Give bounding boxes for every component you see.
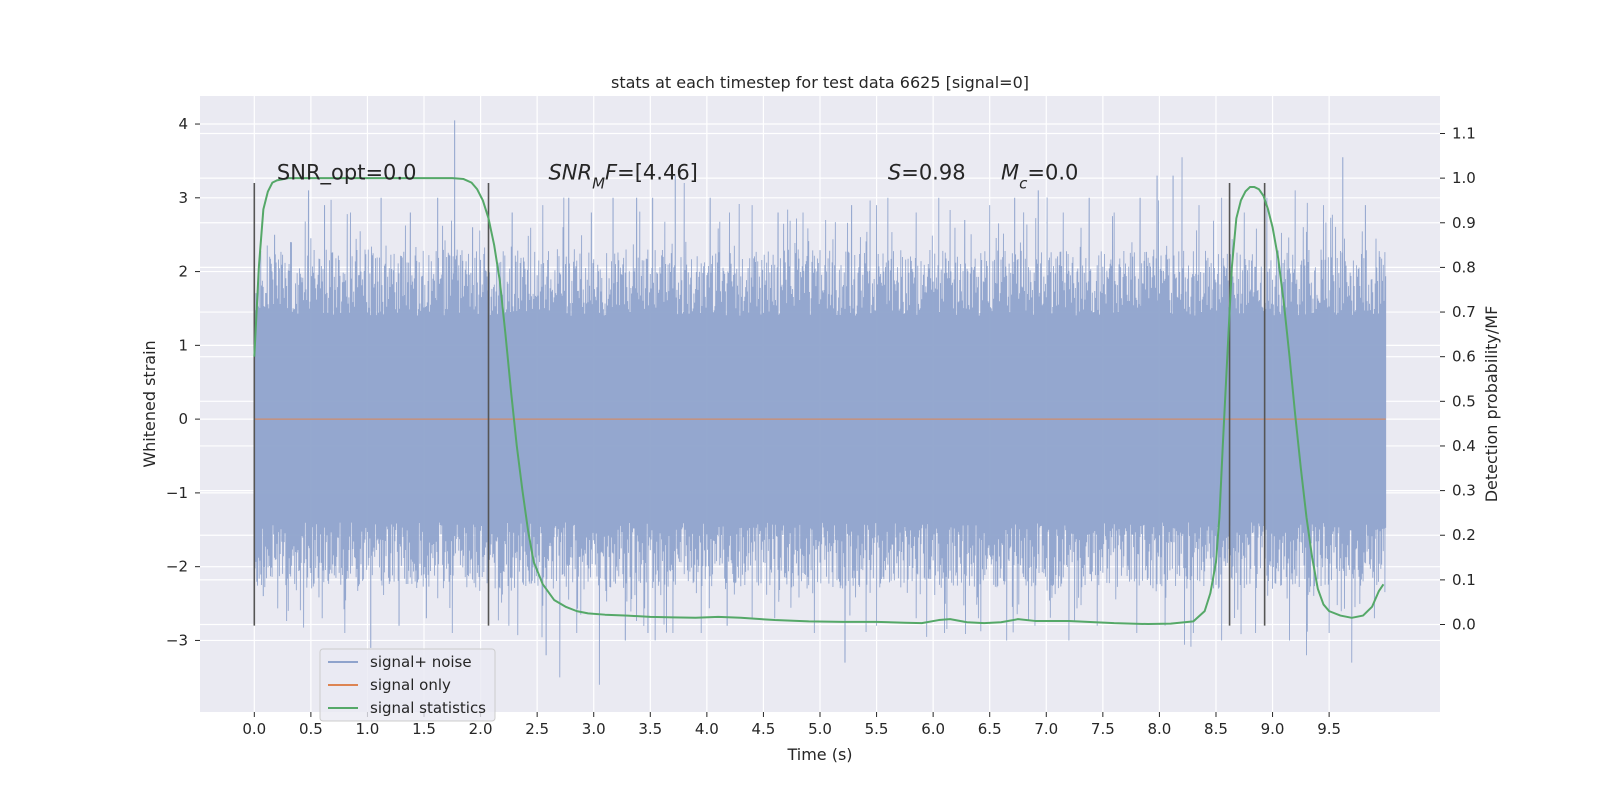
y-tick-label-5: 2 bbox=[178, 263, 188, 281]
x-tick-label-11: 5.5 bbox=[865, 720, 889, 738]
x-tick-label-10: 5.0 bbox=[808, 720, 832, 738]
x-axis-ticks: 0.0 0.5 1.0 1.5 2.0 2.5 3.0 3.5 4.0 4.5 5.0 5.5 6.0 6… bbox=[242, 712, 1341, 738]
y-tick-label-4: 1 bbox=[178, 336, 188, 354]
annotations: SNR_opt=0.0 SNRMF=[4.46] S=0.98 Mc=0.0 bbox=[277, 160, 1078, 192]
x-tick-label-5: 2.5 bbox=[525, 720, 549, 738]
y-tick-label-2: −1 bbox=[166, 484, 188, 502]
y2-tick-label-9: 0.9 bbox=[1452, 214, 1476, 232]
y-axis-label: Whitened strain bbox=[140, 340, 159, 467]
y2-tick-label-1: 0.1 bbox=[1452, 571, 1476, 589]
y-axis-ticks: −3 −2 −1 0 1 2 3 4 bbox=[166, 115, 200, 649]
y2-tick-label-7: 0.7 bbox=[1452, 303, 1476, 321]
legend: signal+ noise signal only signal statist… bbox=[319, 648, 496, 722]
chart-title: stats at each timestep for test data 662… bbox=[611, 73, 1029, 92]
y2-tick-label-6: 0.6 bbox=[1452, 348, 1476, 366]
x-tick-label-17: 8.5 bbox=[1204, 720, 1228, 738]
y2-tick-label-5: 0.5 bbox=[1452, 392, 1476, 410]
legend-box bbox=[319, 648, 496, 722]
legend-label-signal-statistics: signal statistics bbox=[370, 699, 486, 717]
annotation-1: SNRMF=[4.46] bbox=[548, 160, 697, 192]
x-axis-label: Time (s) bbox=[786, 745, 852, 764]
x-tick-label-7: 3.5 bbox=[638, 720, 662, 738]
legend-label-signal-noise: signal+ noise bbox=[370, 653, 472, 671]
x-tick-label-16: 8.0 bbox=[1147, 720, 1171, 738]
x-tick-label-13: 6.5 bbox=[978, 720, 1002, 738]
annotation-3: Mc=0.0 bbox=[1001, 160, 1078, 192]
y2-axis-ticks: 0.0 0.1 0.2 0.3 0.4 0.5 0.6 0.7 0.8 0.9 1.0 1.1 bbox=[1440, 124, 1476, 634]
y2-tick-label-2: 0.2 bbox=[1452, 526, 1476, 544]
y-tick-label-7: 4 bbox=[178, 115, 188, 133]
x-tick-label-19: 9.5 bbox=[1317, 720, 1341, 738]
y-tick-label-3: 0 bbox=[178, 410, 188, 428]
x-tick-label-4: 2.0 bbox=[469, 720, 493, 738]
x-tick-label-3: 1.5 bbox=[412, 720, 436, 738]
x-tick-label-1: 0.5 bbox=[299, 720, 323, 738]
x-tick-label-18: 9.0 bbox=[1261, 720, 1285, 738]
legend-label-signal-only: signal only bbox=[370, 676, 451, 694]
y-tick-label-0: −3 bbox=[166, 631, 188, 649]
x-tick-label-12: 6.0 bbox=[921, 720, 945, 738]
signal-statistics-line bbox=[253, 177, 1385, 626]
y2-axis-label: Detection probability/MF bbox=[1482, 306, 1501, 503]
marker-lines bbox=[253, 183, 1266, 626]
y2-tick-label-11: 1.1 bbox=[1452, 124, 1476, 142]
y-tick-label-6: 3 bbox=[178, 189, 188, 207]
x-tick-label-2: 1.0 bbox=[356, 720, 380, 738]
x-tick-label-9: 4.5 bbox=[752, 720, 776, 738]
annotation-0: SNR_opt=0.0 bbox=[277, 160, 417, 185]
x-tick-label-14: 7.0 bbox=[1034, 720, 1058, 738]
y2-tick-label-8: 0.8 bbox=[1452, 258, 1476, 276]
signal-noise-series bbox=[253, 120, 1387, 685]
y2-tick-label-10: 1.0 bbox=[1452, 169, 1476, 187]
x-tick-label-0: 0.0 bbox=[242, 720, 266, 738]
x-tick-label-15: 7.5 bbox=[1091, 720, 1115, 738]
y2-tick-label-0: 0.0 bbox=[1452, 616, 1476, 634]
y2-tick-label-3: 0.3 bbox=[1452, 482, 1476, 500]
x-tick-label-6: 3.0 bbox=[582, 720, 606, 738]
signal-statistics-series bbox=[253, 177, 1385, 626]
x-tick-label-8: 4.0 bbox=[695, 720, 719, 738]
y2-tick-label-4: 0.4 bbox=[1452, 437, 1476, 455]
y-tick-label-1: −2 bbox=[166, 558, 188, 576]
signal-noise-line bbox=[253, 120, 1387, 685]
annotation-2: S=0.98 bbox=[888, 160, 966, 184]
